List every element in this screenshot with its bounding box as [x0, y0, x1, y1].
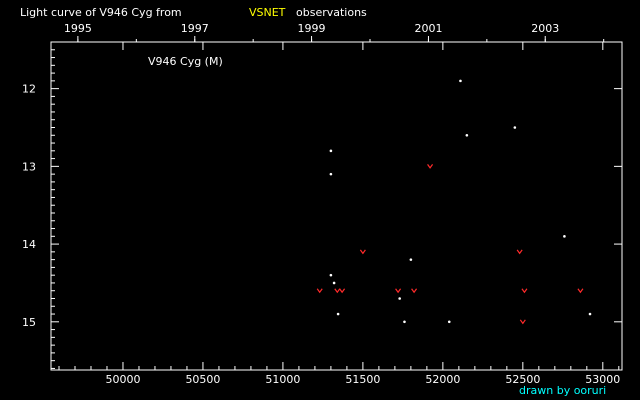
- chart-title-suffix: observations: [296, 6, 367, 19]
- axes-layer: 50000 50500 51000 51500 52000 52500 53000 1995 1…: [22, 22, 622, 386]
- x-tick-label: 51500: [345, 373, 380, 386]
- observation-point: [403, 320, 406, 324]
- observation-point: [398, 297, 401, 300]
- fainter-than-point: [577, 288, 584, 294]
- fainter-than-point: [359, 249, 366, 255]
- year-tick-label: 1999: [298, 22, 326, 35]
- fainter-than-point: [519, 319, 526, 325]
- observation-point: [563, 235, 566, 238]
- x-tick-label: 53000: [585, 373, 620, 386]
- observation-point: [465, 133, 469, 137]
- x-tick-label: 50500: [185, 373, 220, 386]
- observation-point: [459, 79, 462, 83]
- observation-point: [329, 172, 333, 176]
- chart-title-source: VSNET: [249, 6, 286, 19]
- year-tick-label: 2003: [531, 22, 559, 35]
- fainter-than-point: [395, 288, 402, 294]
- x-tick-label: 50000: [105, 373, 140, 386]
- x-tick-label: 52000: [425, 373, 460, 386]
- observation-point: [329, 149, 333, 153]
- x-tick-label: 51000: [265, 373, 300, 386]
- x-tick-label: 52500: [505, 373, 540, 386]
- fainter-than-point: [427, 164, 434, 169]
- star-label: V946 Cyg (M): [148, 55, 223, 68]
- observation-point: [588, 312, 592, 316]
- observation-point: [332, 281, 336, 285]
- observation-point: [336, 312, 340, 316]
- year-tick-label: 2001: [414, 22, 442, 35]
- chart-title-prefix: Light curve of V946 Cyg from: [20, 6, 182, 19]
- observation-point: [447, 320, 451, 324]
- y-tick-label: 13: [22, 160, 36, 173]
- year-tick-label: 1995: [64, 22, 92, 35]
- observation-point: [329, 273, 333, 277]
- y-tick-label: 12: [22, 83, 36, 96]
- fainter-than-point: [334, 288, 341, 294]
- credit-label: drawn by ooruri: [519, 384, 606, 397]
- fainter-than-point: [339, 288, 346, 294]
- observation-point: [513, 126, 517, 129]
- fainter-than-point: [316, 288, 323, 294]
- fainter-than-point: [516, 249, 523, 255]
- fainter-than-point: [521, 288, 528, 294]
- plot-frame: [50, 41, 623, 371]
- observation-point: [409, 258, 413, 261]
- y-tick-label: 14: [22, 238, 36, 251]
- year-tick-label: 1997: [181, 22, 209, 35]
- y-tick-label: 15: [22, 316, 36, 329]
- fainter-than-point: [411, 288, 418, 294]
- marks-layer: [316, 79, 592, 325]
